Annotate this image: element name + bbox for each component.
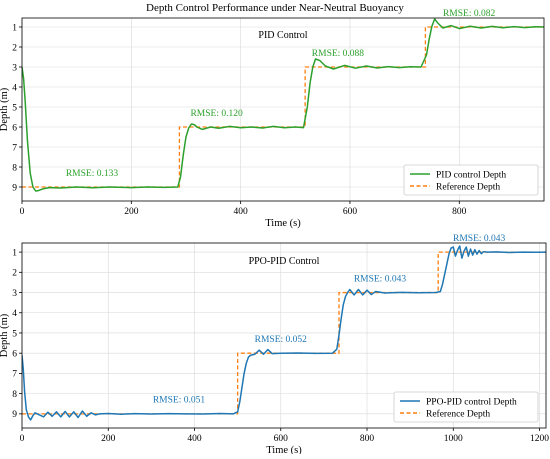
- x-tick-label: 400: [234, 207, 249, 217]
- panel-title: PPO-PID Control: [249, 256, 320, 267]
- legend-label: Reference Depth: [426, 408, 490, 419]
- y-tick-label: 1: [12, 23, 17, 33]
- x-tick-label: 600: [274, 434, 289, 444]
- y-tick-label: 9: [12, 183, 17, 193]
- x-tick-label: 200: [124, 207, 139, 217]
- x-tick-label: 1200: [530, 434, 549, 444]
- x-tick-label: 200: [101, 434, 116, 444]
- x-tick-label: 400: [187, 434, 202, 444]
- y-tick-label: 2: [12, 43, 17, 53]
- y-tick-label: 4: [12, 83, 17, 93]
- y-tick-label: 3: [12, 63, 17, 73]
- rmse-annotation: RMSE: 0.120: [190, 109, 243, 119]
- legend-box: [393, 391, 539, 423]
- y-tick-label: 8: [12, 163, 17, 173]
- y-tick-label: 1: [12, 248, 17, 258]
- plot-frame: [21, 17, 545, 202]
- y-tick-label: 7: [12, 143, 17, 153]
- x-tick-label: 0: [20, 207, 25, 217]
- panel-title: PID Control: [258, 30, 307, 41]
- legend-label: PID control Depth: [436, 170, 506, 180]
- y-tick-label: 5: [12, 329, 17, 339]
- reference-depth-line: [22, 26, 544, 188]
- x-tick-label: 0: [20, 434, 25, 444]
- ppo-pid-control-panel: 0 200 400 600 800 1000 1200 1 2 3 4 5 6 7 8 9 Time (s) De…: [0, 234, 549, 456]
- x-tick-label: 600: [343, 207, 358, 217]
- legend-label: Reference Depth: [436, 181, 500, 192]
- pid-control-panel: 0 200 400 600 800 1 2 3 4 5 6 7 8 9 Time (s) Depth (m) P…: [0, 9, 545, 229]
- legend-label: PPO-PID control Depth: [426, 397, 517, 407]
- x-tick-label: 1000: [444, 434, 463, 444]
- y-tick-label: 4: [12, 309, 17, 319]
- rmse-annotation: RMSE: 0.133: [66, 169, 119, 179]
- y-axis-label: Depth (m): [0, 87, 10, 131]
- x-tick-label: 800: [452, 207, 467, 217]
- rmse-annotation: RMSE: 0.088: [312, 49, 365, 59]
- legend-box: [403, 164, 539, 196]
- y-tick-label: 5: [12, 103, 17, 113]
- y-axis-label: Depth (m): [0, 313, 10, 357]
- plot-frame: [21, 242, 547, 429]
- rmse-annotation: RMSE: 0.043: [354, 274, 407, 284]
- rmse-annotation: RMSE: 0.052: [255, 335, 308, 345]
- x-tick-label: 800: [360, 434, 375, 444]
- y-tick-label: 9: [12, 410, 17, 420]
- figure-title: Depth Control Performance under Near-Neu…: [146, 2, 404, 14]
- x-axis-label: Time (s): [266, 445, 302, 454]
- y-tick-label: 6: [12, 123, 17, 133]
- depth-series-line: [22, 245, 546, 421]
- y-tick-label: 6: [12, 349, 17, 359]
- rmse-annotation: RMSE: 0.051: [153, 396, 206, 406]
- y-tick-label: 7: [12, 370, 17, 380]
- rmse-annotation: RMSE: 0.082: [443, 9, 496, 19]
- y-tick-label: 3: [12, 289, 17, 299]
- x-axis-label: Time (s): [265, 218, 301, 229]
- rmse-annotation: RMSE: 0.043: [453, 234, 506, 244]
- depth-series-line: [22, 18, 544, 192]
- y-tick-label: 8: [12, 390, 17, 400]
- y-tick-label: 2: [12, 269, 17, 279]
